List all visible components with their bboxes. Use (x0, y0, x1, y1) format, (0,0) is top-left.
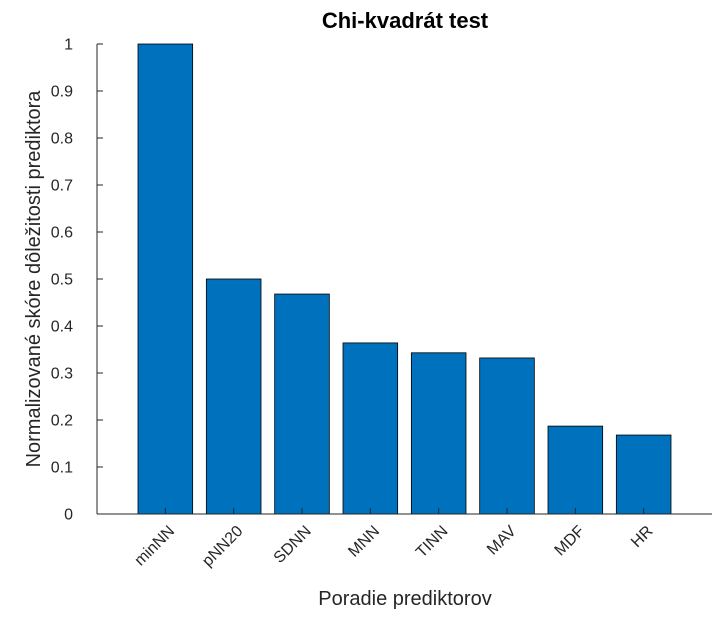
y-tick-label: 0.5 (51, 272, 73, 289)
y-tick-label: 0.4 (51, 319, 73, 336)
bar (615, 434, 672, 515)
y-tick-label: 0.8 (51, 131, 73, 148)
bar (479, 357, 535, 515)
x-tick-label: HR (628, 523, 656, 551)
y-tick-label: 0.7 (51, 178, 73, 195)
y-tick-label: 0.1 (51, 460, 73, 477)
x-tick-label: pNN20 (199, 523, 246, 570)
y-tick-label: 0 (64, 507, 73, 524)
bar (274, 293, 330, 515)
bar (410, 352, 467, 515)
y-tick-label: 0.2 (51, 413, 73, 430)
bar (205, 278, 262, 515)
x-tick-label: TINN (413, 523, 451, 561)
y-tick-label: 1 (64, 37, 73, 54)
chart-title: Chi-kvadrát test (322, 8, 489, 33)
y-tick-label: 0.9 (51, 84, 73, 101)
bar (342, 342, 399, 515)
x-tick-label: SDNN (271, 523, 315, 567)
x-tick-label: minNN (132, 523, 179, 570)
bar (137, 43, 194, 515)
x-tick-label: MDF (552, 523, 589, 560)
x-tick-label: MAV (484, 523, 520, 559)
y-axis-label: Normalizované skóre dôležitosti predikto… (23, 90, 45, 468)
x-axis-label: Poradie prediktorov (318, 588, 491, 610)
bar (547, 425, 604, 515)
y-tick-label: 0.3 (51, 366, 73, 383)
x-tick-label: MNN (345, 523, 383, 561)
y-tick-label: 0.6 (51, 225, 73, 242)
